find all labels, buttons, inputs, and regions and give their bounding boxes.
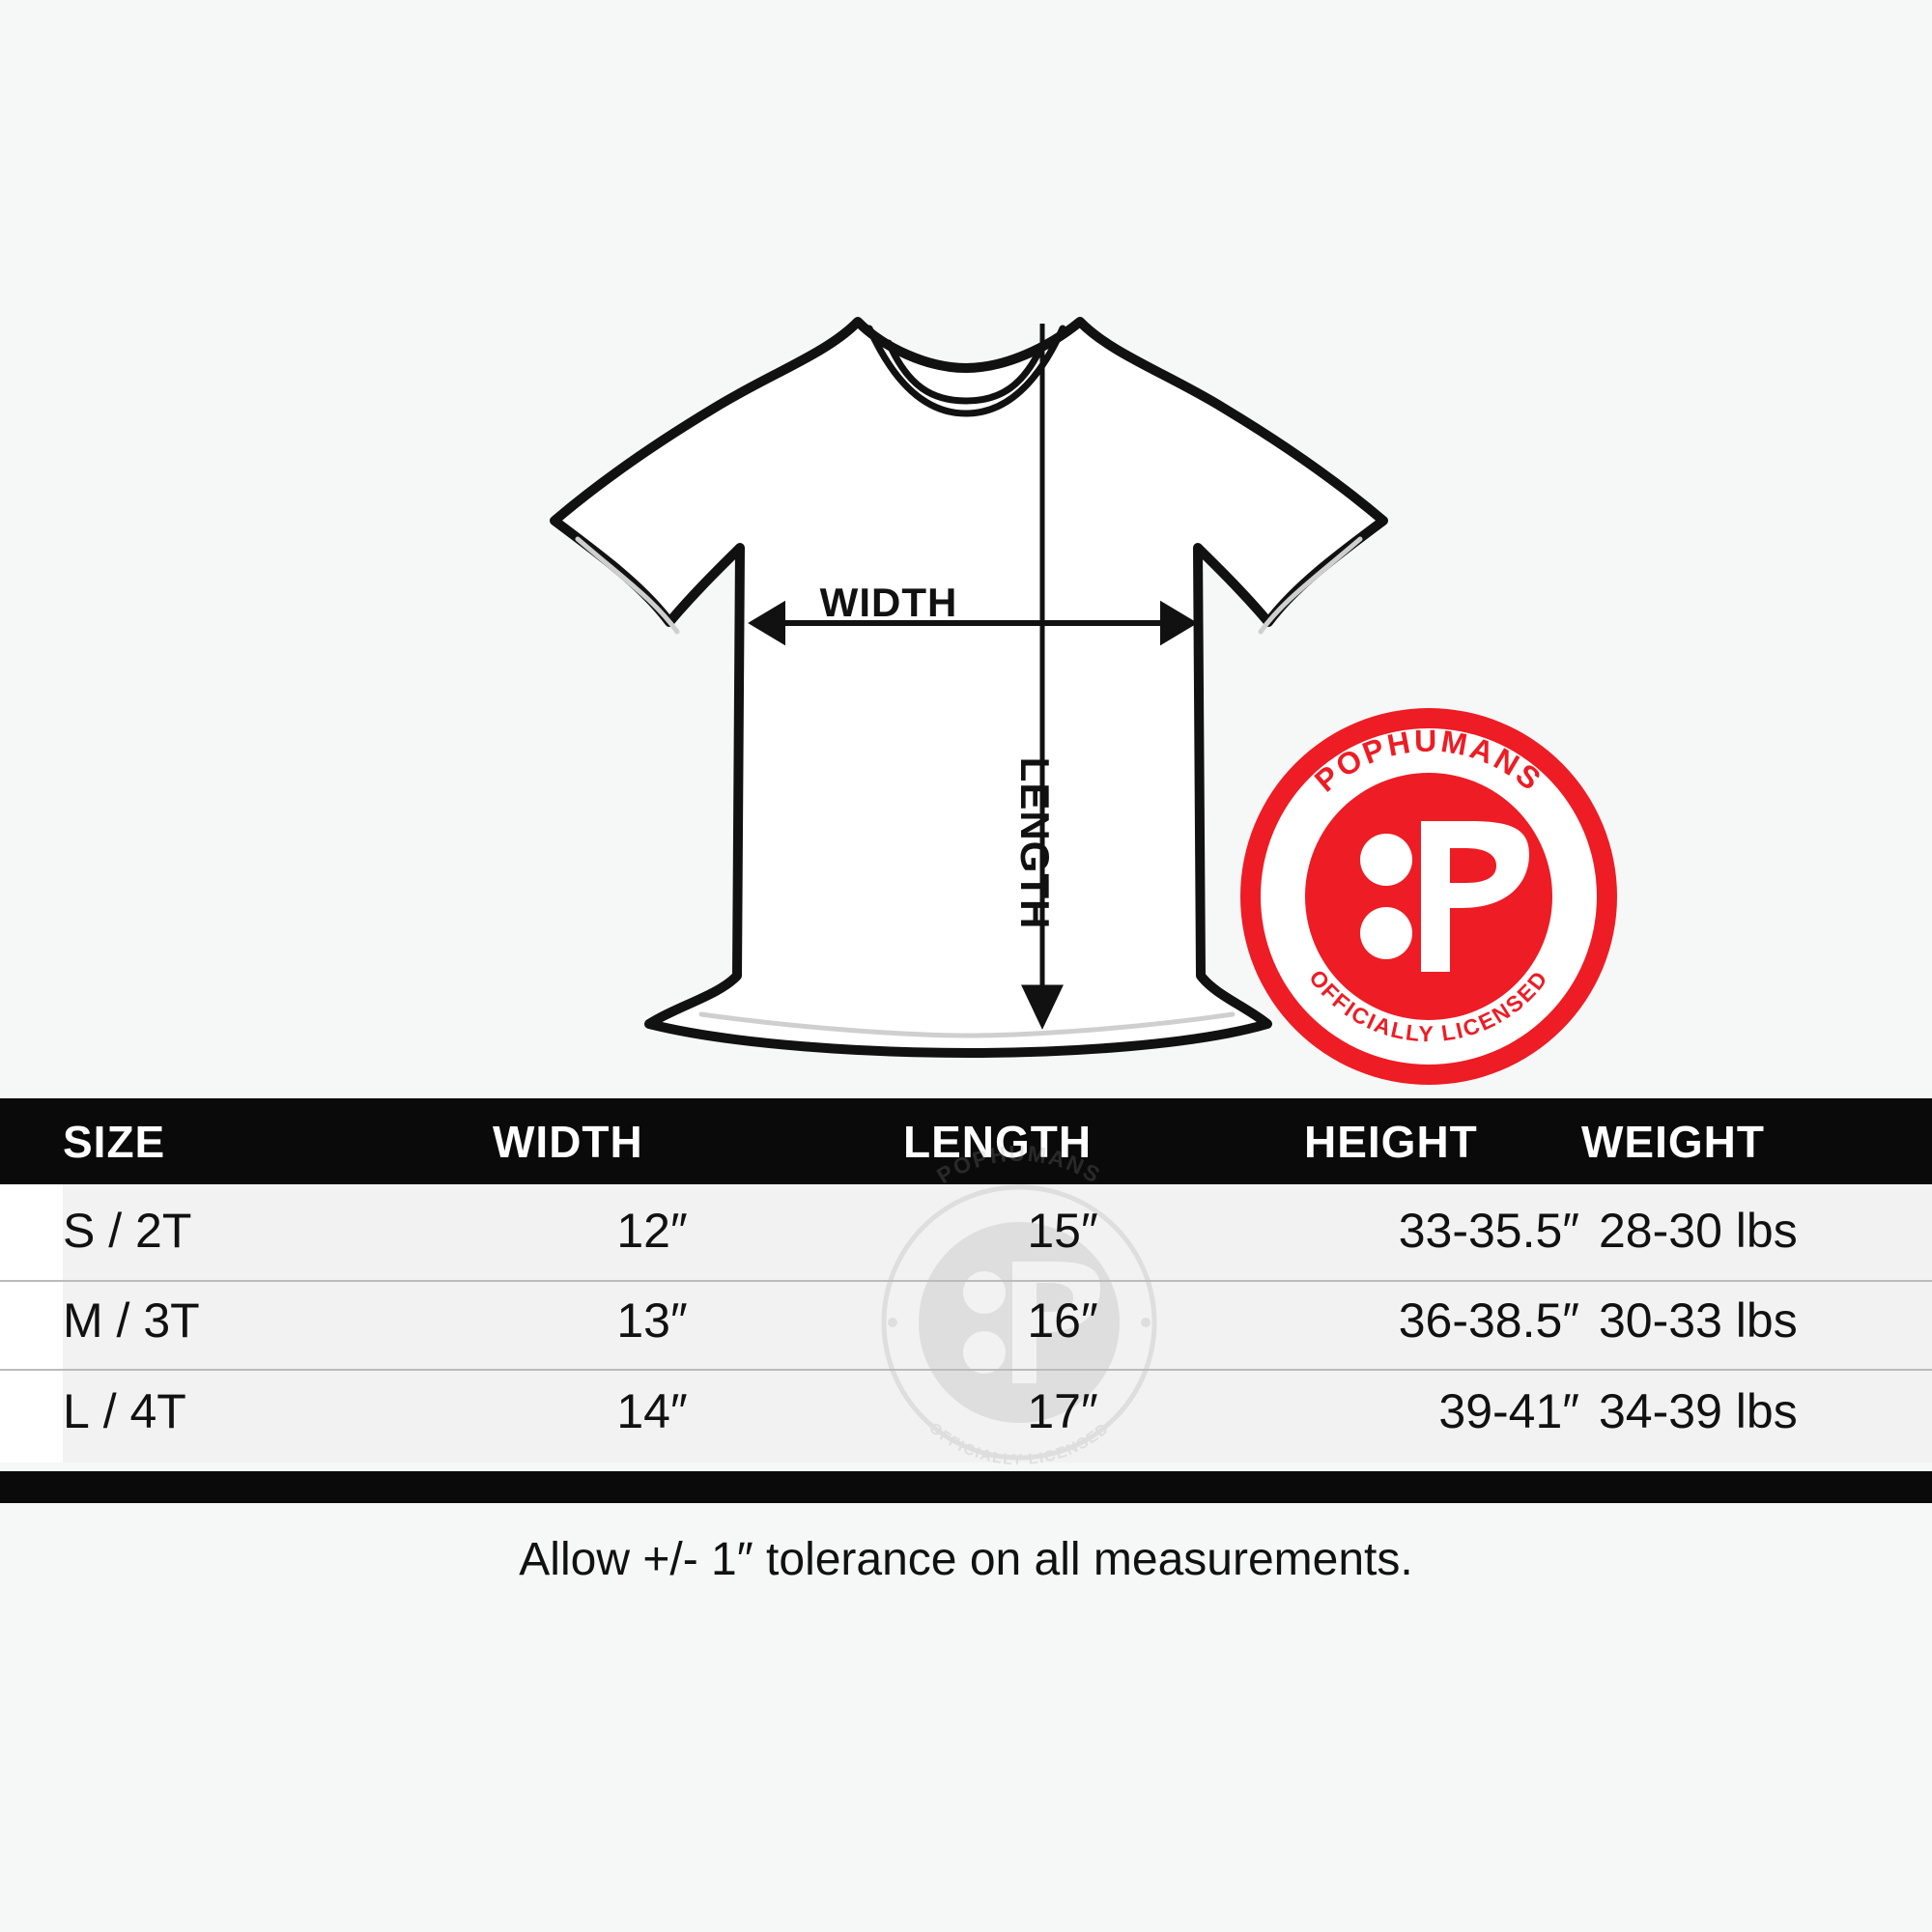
svg-text:POPHUMANS: POPHUMANS (932, 1141, 1106, 1189)
